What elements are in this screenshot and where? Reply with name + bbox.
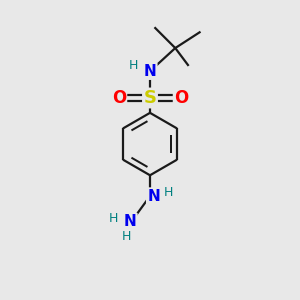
Text: N: N (144, 64, 156, 79)
Text: O: O (174, 89, 188, 107)
Text: O: O (112, 89, 126, 107)
Text: H: H (164, 186, 173, 199)
Text: H: H (122, 230, 131, 243)
Text: H: H (109, 212, 119, 225)
Text: N: N (147, 189, 160, 204)
Text: N: N (124, 214, 136, 229)
Text: S: S (143, 89, 157, 107)
Text: H: H (129, 59, 138, 72)
